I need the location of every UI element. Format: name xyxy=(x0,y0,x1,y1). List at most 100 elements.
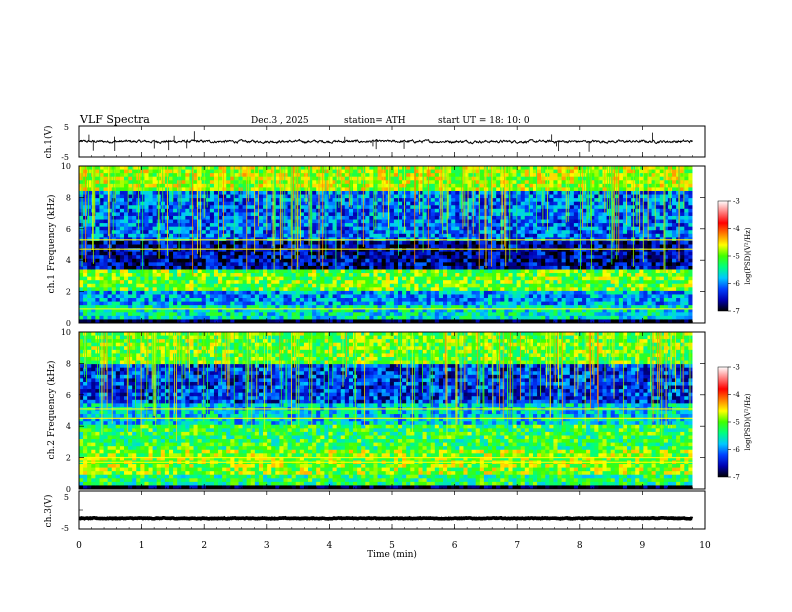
spectrogram-cell xyxy=(250,265,256,270)
spectrogram-cell xyxy=(332,198,338,203)
spectrogram-cell xyxy=(95,276,100,281)
spectrogram-cell xyxy=(181,180,186,185)
spectrogram-cell xyxy=(218,287,223,292)
spectrogram-cell xyxy=(430,255,436,260)
spectrogram-cell xyxy=(508,183,513,188)
spectrogram-cell xyxy=(410,194,415,199)
spectrogram-cell xyxy=(287,305,293,310)
spectrogram-cell xyxy=(283,169,288,174)
spectrogram-cell xyxy=(160,269,166,274)
spectrogram-cell xyxy=(238,233,243,238)
spectrogram-cell xyxy=(393,215,399,220)
spectrogram-cell xyxy=(443,262,448,267)
spectrogram-cell xyxy=(238,294,243,299)
spectrogram-cell xyxy=(197,298,203,302)
spectrogram-cell xyxy=(283,319,288,324)
spectrogram-cell xyxy=(455,215,460,220)
spectrogram-cell xyxy=(201,287,207,292)
spectrogram-cell xyxy=(516,169,522,174)
spectrogram-cell xyxy=(287,251,293,256)
spectrogram-cell xyxy=(332,230,338,235)
spectrogram-cell xyxy=(475,251,481,256)
spectrogram-cell xyxy=(295,312,301,317)
spectrogram-cell xyxy=(443,240,448,245)
spectrogram-cell xyxy=(242,255,248,260)
spectrogram-cell xyxy=(426,219,432,224)
spectrogram-cell xyxy=(156,269,162,274)
spectrogram-cell xyxy=(524,287,530,292)
spectrogram-cell xyxy=(87,208,92,213)
spectrogram-cell xyxy=(463,215,468,220)
spectrogram-cell xyxy=(463,194,468,199)
spectrogram-cell xyxy=(79,262,84,267)
spectrogram-cell xyxy=(487,319,493,324)
spectrogram-cell xyxy=(357,180,362,185)
spectrogram-cell xyxy=(414,244,419,249)
spectrogram-cell xyxy=(438,301,444,306)
spectrogram-cell xyxy=(303,212,309,217)
spectrogram-cell xyxy=(414,187,419,192)
spectrogram-cell xyxy=(320,301,325,306)
spectrogram-cell xyxy=(238,280,243,285)
spectrogram-cell xyxy=(434,212,440,217)
spectrogram-cell xyxy=(275,244,280,249)
spectrogram-cell xyxy=(185,280,190,285)
spectrogram-cell xyxy=(263,190,268,195)
spectrogram-cell xyxy=(504,258,509,263)
spectrogram-cell xyxy=(324,233,329,238)
spectrogram-cell xyxy=(316,190,321,195)
spectrogram-cell xyxy=(418,183,423,188)
spectrogram-cell xyxy=(197,201,203,206)
spectrogram-cell xyxy=(398,287,403,292)
spectrogram-cell xyxy=(111,198,117,203)
spectrogram-cell xyxy=(353,215,358,220)
spectrogram-cell xyxy=(430,190,436,195)
spectrogram-cell xyxy=(434,301,440,306)
spectrogram-cell xyxy=(226,255,231,260)
spectrogram-cell xyxy=(226,312,231,317)
spectrogram-cell xyxy=(119,319,125,324)
spectrogram-cell xyxy=(414,255,419,260)
spectrogram-cell xyxy=(103,298,109,302)
spectrogram-cell xyxy=(504,166,509,170)
spectrogram-cell xyxy=(451,219,456,224)
spectrogram-cell xyxy=(324,301,329,306)
spectrogram-cell xyxy=(422,183,428,188)
spectrogram-cell xyxy=(504,187,509,192)
spectrogram-cell xyxy=(353,205,358,210)
spectrogram-cell xyxy=(344,223,350,228)
spectrogram-cell xyxy=(111,212,117,217)
spectrogram-cell xyxy=(332,201,338,206)
spectrogram-cell xyxy=(242,258,248,263)
spectrogram-cell xyxy=(295,269,301,274)
spectrogram-cell xyxy=(537,194,542,199)
spectrogram-cell xyxy=(95,301,100,306)
spectrogram-cell xyxy=(209,280,215,285)
spectrogram-cell xyxy=(283,240,288,245)
spectrogram-cell xyxy=(336,301,342,306)
spectrogram-cell xyxy=(459,262,464,267)
spectrogram-cell xyxy=(193,269,199,274)
spectrogram-cell xyxy=(234,219,239,224)
spectrogram-cell xyxy=(532,205,538,210)
spectrogram-cell xyxy=(459,280,464,285)
spectrogram-cell xyxy=(381,251,387,256)
spectrogram-cell xyxy=(79,269,84,274)
spectrogram-cell xyxy=(205,290,211,295)
spectrogram-cell xyxy=(267,230,272,235)
spectrogram-cell xyxy=(185,208,190,213)
spectrogram-cell xyxy=(459,294,464,299)
spectrogram-cell xyxy=(357,262,362,267)
spectrogram-cell xyxy=(532,180,538,185)
spectrogram-cell xyxy=(230,219,235,224)
spectrogram-cell xyxy=(443,273,448,278)
spectrogram-cell xyxy=(336,273,342,278)
spectrogram-cell xyxy=(393,176,399,181)
spectrogram-cell xyxy=(434,294,440,299)
spectrogram-cell xyxy=(246,226,252,231)
spectrogram-cell xyxy=(381,283,387,288)
spectrogram-cell xyxy=(463,262,468,267)
spectrogram-cell xyxy=(369,301,374,306)
spectrogram-cell xyxy=(123,248,129,253)
spectrogram-cell xyxy=(173,208,178,213)
